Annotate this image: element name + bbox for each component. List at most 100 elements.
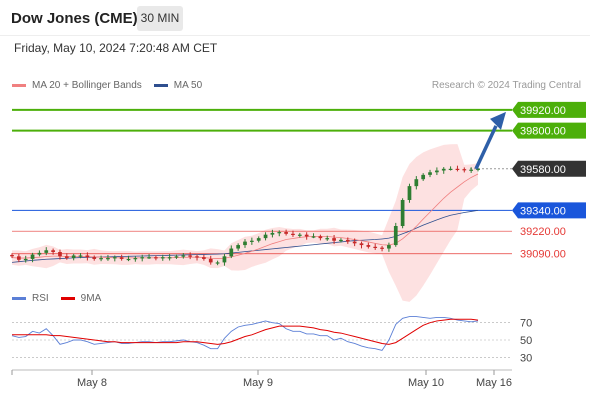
x-tick-label: May 8 — [77, 377, 107, 389]
candle — [359, 241, 364, 249]
candle — [44, 247, 49, 256]
candle — [414, 176, 419, 190]
candle — [99, 255, 103, 262]
candle-body — [311, 236, 316, 238]
candle-body — [291, 233, 295, 235]
candle — [133, 256, 138, 262]
candle-body — [133, 258, 138, 260]
candle — [126, 255, 131, 262]
candle — [140, 254, 145, 262]
candle — [78, 253, 83, 259]
candle — [462, 167, 467, 173]
legend-swatch-9ma — [60, 297, 75, 300]
candle — [174, 254, 179, 259]
level-text-39920.00: 39920.00 — [520, 105, 566, 117]
candle-body — [229, 248, 234, 257]
candle-body — [455, 168, 460, 170]
candle-body — [469, 169, 474, 171]
candle — [58, 249, 62, 260]
candle — [106, 254, 110, 261]
candle — [318, 234, 323, 241]
candle-body — [373, 246, 378, 248]
candle — [373, 243, 378, 250]
candle-body — [195, 256, 199, 258]
level-tag-39580.00 — [512, 160, 586, 177]
legend-label-ma20: MA 20 + Bollinger Bands — [32, 80, 142, 91]
candle — [263, 232, 268, 241]
candle-body — [352, 241, 357, 244]
candle — [85, 252, 90, 261]
candle-body — [243, 241, 247, 246]
candle — [345, 237, 350, 244]
candle-body — [277, 232, 282, 234]
header-bar — [0, 0, 590, 36]
candle — [270, 229, 275, 238]
candle-body — [435, 170, 439, 173]
candle-body — [30, 254, 35, 259]
legend-label-rsi: RSI — [32, 293, 49, 304]
candle-body — [126, 258, 131, 261]
candle-body — [10, 254, 14, 257]
candle — [380, 245, 384, 252]
candle — [195, 254, 199, 261]
candle — [400, 198, 405, 229]
candle — [448, 166, 453, 171]
candle — [188, 252, 193, 260]
candle-body — [387, 245, 391, 249]
candle — [325, 235, 330, 241]
candle-body — [92, 257, 97, 259]
candle — [441, 167, 446, 174]
rsi-tick-50: 50 — [520, 335, 532, 347]
candle — [147, 254, 151, 259]
candle-body — [181, 255, 186, 257]
candle-body — [359, 243, 364, 246]
candle — [92, 255, 97, 261]
candle — [393, 222, 398, 247]
projection-arrow-line — [474, 125, 498, 170]
legend-item-ma20: MA 20 + Bollinger Bands — [12, 80, 142, 91]
instrument-title: Dow Jones (CME) — [11, 10, 138, 27]
candle-body — [400, 200, 405, 226]
candle-body — [119, 257, 124, 259]
level-tag-39920.00 — [512, 101, 586, 118]
level-tag-39800.00 — [512, 122, 586, 139]
candle — [16, 253, 21, 263]
candle-body — [366, 245, 371, 247]
x-tick-label: May 16 — [476, 377, 512, 389]
candle-body — [78, 255, 83, 257]
candle — [243, 239, 247, 248]
candle-body — [421, 174, 426, 180]
candle-body — [249, 240, 254, 242]
bollinger-band — [12, 144, 478, 302]
candle — [428, 169, 432, 178]
candle-body — [236, 245, 241, 249]
candle — [167, 254, 172, 261]
candle — [291, 230, 295, 237]
level-label-39800.00: 39800.00 — [512, 122, 586, 139]
candle — [352, 238, 357, 247]
candle-body — [448, 168, 453, 170]
rsi-legend: RSI 9MA — [12, 293, 113, 304]
candle-body — [339, 239, 343, 242]
candle — [181, 253, 186, 259]
level-tag-39340.00 — [512, 202, 586, 219]
candle — [366, 242, 371, 249]
rsi-tick-70: 70 — [520, 318, 532, 330]
legend-swatch-rsi — [12, 297, 26, 300]
candle — [208, 255, 213, 265]
candle — [387, 242, 391, 252]
legend-item-rsi: RSI — [12, 293, 49, 304]
candle-body — [64, 256, 69, 259]
candle — [339, 238, 343, 243]
candle-body — [462, 169, 467, 171]
candle — [119, 254, 124, 261]
candle-body — [441, 168, 446, 171]
interval-button[interactable]: 30 MIN — [137, 6, 183, 31]
candle-body — [188, 255, 193, 257]
candle-body — [160, 257, 165, 259]
candle — [10, 253, 14, 259]
legend-swatch-ma50 — [153, 84, 168, 87]
legend-item-ma50: MA 50 — [153, 80, 202, 91]
level-text-39580.00: 39580.00 — [520, 164, 566, 176]
